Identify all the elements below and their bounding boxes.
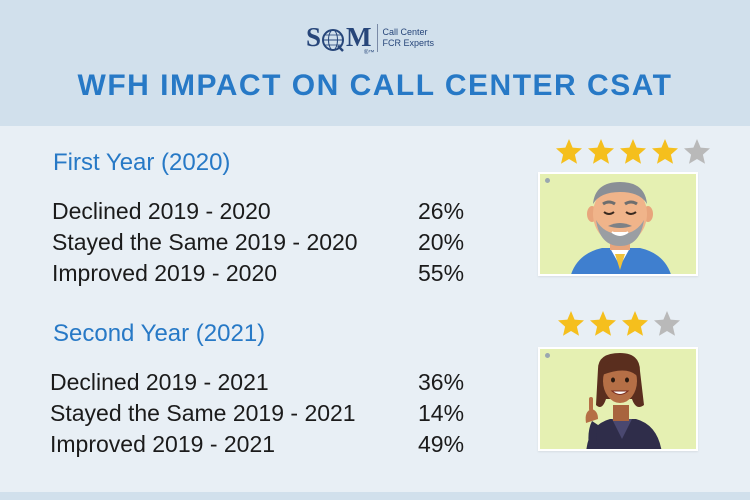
bearded-man-icon — [571, 182, 671, 274]
globe-icon — [322, 28, 345, 52]
logo-text: S M — [306, 22, 372, 53]
sqm-logo: S M ®™ Call Center FCR Experts — [306, 20, 434, 56]
star-rating-first-year — [554, 137, 714, 167]
card-dot — [545, 178, 550, 183]
row-label: Declined 2019 - 2020 — [52, 198, 271, 224]
section-heading-second-year: Second Year (2021) — [53, 320, 266, 347]
logo-trademark: ®™ — [364, 50, 375, 56]
card-dot — [545, 353, 550, 358]
avatar-card-first-year — [538, 172, 698, 276]
star-filled-icon — [622, 311, 648, 336]
bottom-strip — [0, 492, 750, 500]
row-value: 49% — [418, 431, 465, 457]
star-filled-icon — [588, 139, 614, 164]
row-value: 20% — [418, 229, 465, 255]
row-label: Improved 2019 - 2020 — [52, 260, 278, 286]
row-label: Declined 2019 - 2021 — [50, 369, 269, 395]
page-title: WFH IMPACT ON CALL CENTER CSAT — [77, 69, 673, 102]
row-label: Stayed the Same 2019 - 2020 — [52, 229, 358, 255]
row-label: Improved 2019 - 2021 — [50, 431, 276, 457]
logo-tagline: Call Center FCR Experts — [383, 27, 435, 49]
row-value: 55% — [418, 260, 465, 286]
logo-tagline-line2: FCR Experts — [382, 38, 435, 48]
row-value: 14% — [418, 400, 465, 426]
star-empty-icon — [684, 139, 710, 164]
logo-text-m: M — [346, 22, 372, 53]
star-rating-second-year — [556, 309, 684, 339]
star-filled-icon — [590, 311, 616, 336]
logo-text-s: S — [306, 22, 321, 53]
star-filled-icon — [558, 311, 584, 336]
row-value: 36% — [418, 369, 465, 395]
star-empty-icon — [654, 311, 680, 336]
woman-pointing-icon — [585, 353, 662, 449]
row-label: Stayed the Same 2019 - 2021 — [50, 400, 356, 426]
avatar-card-second-year — [538, 347, 698, 451]
logo-divider — [376, 24, 378, 52]
row-value: 26% — [418, 198, 465, 224]
star-filled-icon — [620, 139, 646, 164]
section-heading-first-year: First Year (2020) — [53, 149, 231, 176]
star-filled-icon — [652, 139, 678, 164]
star-filled-icon — [556, 139, 582, 164]
logo-tagline-line1: Call Center — [382, 27, 428, 37]
header-band — [0, 0, 750, 126]
